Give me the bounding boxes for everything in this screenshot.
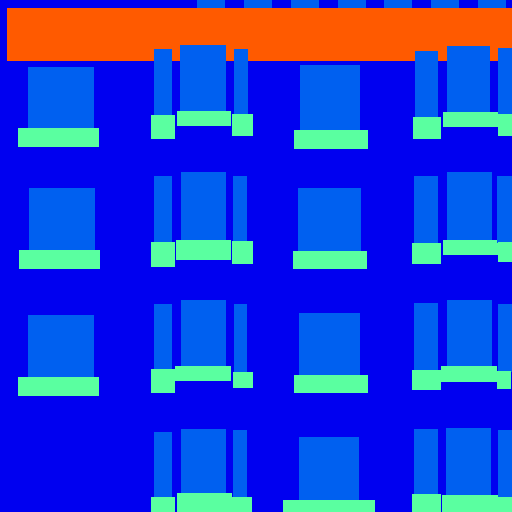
window [414,429,438,497]
window [181,300,226,367]
window [181,172,226,242]
window [28,315,94,379]
window [414,303,438,371]
window [498,48,512,114]
window-sill [175,366,231,381]
window-sill [283,500,375,512]
window [498,304,512,372]
window [154,176,172,244]
window-sill [232,497,252,512]
window-sill [412,494,441,512]
window [447,46,490,112]
window [498,430,512,498]
window-sill [443,240,499,255]
window [298,188,361,252]
window-sill [151,497,175,512]
window [154,304,172,370]
window-sill [497,371,511,389]
window [300,65,360,132]
window-sill [412,370,441,390]
window-sill [176,240,231,260]
roof-tab [431,0,459,8]
window-sill [232,114,253,136]
window-sill [151,242,175,267]
window [447,172,492,242]
window [233,176,247,243]
window-sill [412,243,441,264]
window [154,49,172,115]
window-sill [18,377,99,396]
roof-tab [338,0,366,8]
window-sill [232,241,253,264]
window-sill [18,128,99,147]
window [414,176,438,244]
window-sill [498,497,512,512]
window [447,300,492,367]
window-sill [19,250,100,269]
window [29,188,95,252]
window-sill [442,495,498,512]
window [28,67,94,129]
roof-tab [291,0,319,8]
window-sill [498,114,512,136]
window-sill [293,251,367,269]
window [299,313,360,377]
window-sill [177,493,232,512]
window-sill [177,111,231,126]
window-sill [151,115,175,139]
window-sill [151,369,175,393]
window [180,45,226,112]
window [415,51,438,118]
window-sill [413,117,441,139]
window-sill [294,375,368,393]
window [181,429,226,496]
window [233,430,247,498]
window-sill [233,372,253,388]
window [497,176,512,243]
window-sill [498,242,512,262]
roof-tab [244,0,272,8]
window [446,428,491,496]
roof-tab [197,0,225,8]
roof-tab [478,0,506,8]
window [234,304,247,372]
window [154,432,172,500]
window-sill [441,366,497,382]
roof-tab [384,0,412,8]
window [234,49,248,115]
window-sill [443,112,499,127]
window-sill [294,130,368,149]
window [299,437,359,504]
